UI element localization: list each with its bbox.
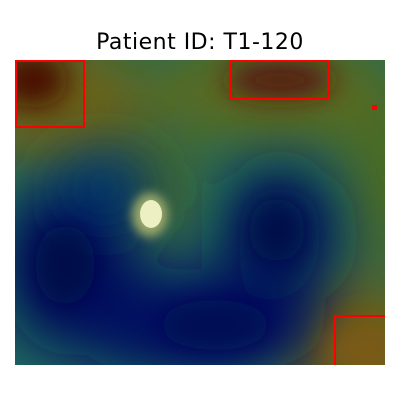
low-core-bottom — [160, 300, 270, 350]
detection-box-bottom-right — [334, 315, 385, 365]
warm-core-bottom-right — [325, 320, 385, 365]
bright-spot — [140, 200, 162, 228]
low-core-right — [249, 198, 305, 262]
figure-title: Patient ID: T1-120 — [96, 30, 304, 55]
hot-core-top-right — [225, 62, 335, 98]
low-region-mid-left — [50, 150, 160, 220]
hot-core-top-left — [15, 60, 68, 108]
low-core-left — [35, 225, 95, 305]
detection-box-top-right — [229, 60, 329, 100]
warm-region-right-edge — [345, 90, 385, 270]
detection-marker — [372, 105, 377, 110]
heatmap-image — [15, 60, 385, 365]
detection-box-top-left — [15, 60, 85, 128]
